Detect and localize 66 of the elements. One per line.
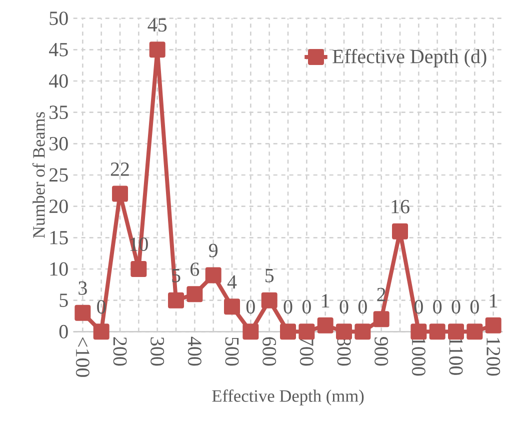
x-tick-label: 200: [113, 337, 127, 366]
x-axis-title: Effective Depth (mm): [212, 389, 364, 406]
x-tick-label: 700: [300, 338, 314, 366]
point: [392, 223, 408, 240]
data-label: 0: [340, 300, 348, 314]
x-tick-label: <100: [76, 337, 90, 377]
point: [280, 324, 296, 340]
point: [93, 324, 110, 340]
data-label: 45: [148, 18, 167, 32]
data-label: 0: [302, 300, 311, 314]
x-tick-label: 1200: [486, 338, 500, 376]
x-tick-label: 1100: [449, 338, 463, 375]
point: [373, 311, 390, 328]
legend-label: Effective Depth (d): [332, 49, 486, 68]
y-tick-label: 20: [50, 200, 68, 214]
point: [448, 324, 464, 340]
point: [130, 261, 147, 277]
point: [466, 324, 483, 340]
y-tick-label: 50: [50, 12, 68, 26]
y-tick-label: 35: [50, 106, 68, 120]
x-tick-label: 400: [188, 336, 202, 366]
data-label: 0: [470, 300, 479, 314]
x-tick-label: 500: [225, 338, 239, 366]
x-tick-label: 1000: [412, 338, 426, 376]
point: [317, 317, 334, 334]
point: [74, 304, 91, 321]
x-tick-label: 900: [374, 337, 388, 366]
point: [168, 292, 184, 308]
data-label: 5: [266, 269, 274, 282]
x-tick-label: 300: [150, 337, 164, 366]
point: [224, 298, 240, 315]
data-label: 4: [227, 275, 237, 289]
point: [242, 324, 259, 340]
data-label: 0: [284, 300, 292, 314]
y-tick-label: 40: [49, 74, 68, 88]
data-label: 1: [322, 294, 330, 308]
data-label: 22: [110, 162, 129, 176]
point: [429, 324, 446, 340]
point: [186, 286, 203, 302]
data-label: 9: [208, 244, 218, 258]
data-label: 0: [246, 300, 255, 314]
point: [149, 42, 166, 58]
y-tick-label: 5: [60, 294, 68, 307]
x-tick-label: 600: [262, 337, 276, 366]
y-axis-title: Number of Beams: [32, 112, 45, 238]
y-tick-label: 15: [50, 230, 68, 244]
point: [205, 267, 222, 284]
y-tick-label: 45: [49, 43, 68, 56]
point: [410, 324, 427, 340]
y-tick-label: 30: [50, 136, 68, 150]
point: [354, 324, 371, 340]
point: [261, 292, 278, 308]
point: [298, 324, 315, 340]
y-tick-label: 0: [59, 324, 68, 338]
point: [336, 324, 352, 340]
data-label: 0: [433, 300, 442, 314]
data-label: 0: [358, 300, 367, 314]
data-label: 1: [490, 294, 498, 308]
data-label: 3: [78, 281, 87, 295]
y-tick-label: 25: [50, 168, 68, 182]
data-label: 6: [190, 262, 200, 276]
data-label: 0: [452, 300, 460, 314]
data-label: 16: [392, 200, 410, 214]
y-tick-label: 10: [50, 262, 68, 276]
point: [485, 317, 502, 334]
point: [112, 186, 128, 202]
